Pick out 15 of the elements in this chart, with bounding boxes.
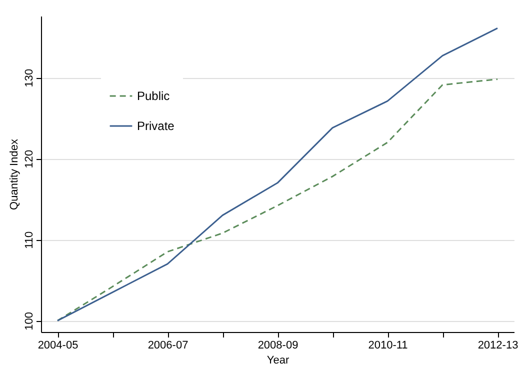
x-tick-label: 2004-05 (38, 340, 78, 352)
x-tick-label: 2010-11 (368, 340, 408, 352)
x-tick-label: 2006-07 (148, 340, 188, 352)
y-tick-label: 100 (24, 312, 36, 330)
x-tick-label: 2012-13 (478, 340, 518, 352)
legend-label: Private (137, 119, 175, 133)
line-series (56, 27, 498, 322)
y-axis-title: Quantity Index (8, 138, 20, 210)
line-series (56, 78, 498, 322)
y-tick-label: 110 (24, 231, 36, 249)
legend-label: Public (137, 89, 170, 103)
y-tick-label: 130 (24, 68, 36, 88)
y-tick-label: 120 (24, 150, 36, 168)
x-tick-label: 2008-09 (258, 340, 298, 352)
x-axis-title: Year (266, 354, 290, 366)
